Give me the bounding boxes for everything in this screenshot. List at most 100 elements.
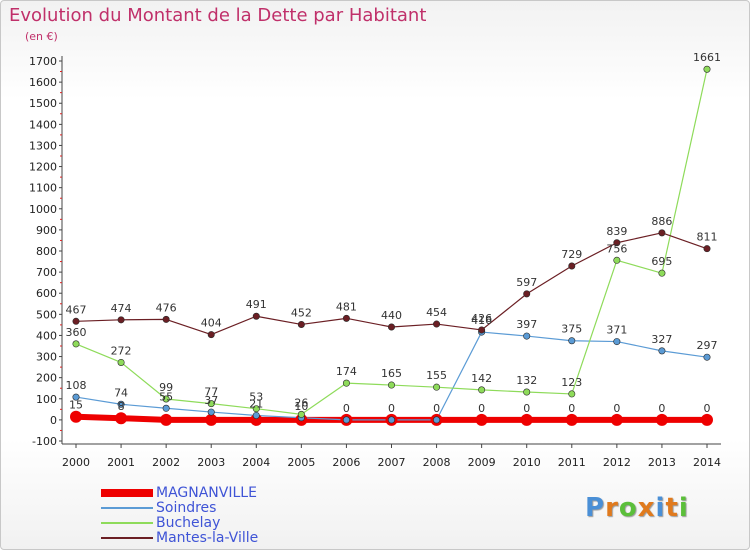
data-label: 108 xyxy=(66,379,87,392)
data-label: 21 xyxy=(249,397,263,410)
data-label: 476 xyxy=(156,301,177,314)
data-label: 0 xyxy=(433,402,440,415)
data-label: 174 xyxy=(336,365,357,378)
data-label: 53 xyxy=(249,391,263,404)
data-point xyxy=(568,337,576,345)
data-label: 0 xyxy=(658,402,665,415)
data-point xyxy=(655,413,668,426)
legend-swatch xyxy=(101,489,153,497)
data-point xyxy=(387,381,395,389)
y-tick-label: -100 xyxy=(32,435,57,448)
y-tick-label: 1200 xyxy=(29,161,57,174)
data-point xyxy=(610,413,623,426)
data-label: 0 xyxy=(523,402,530,415)
data-label: 416 xyxy=(471,314,492,327)
data-label: 0 xyxy=(343,402,350,415)
data-label: 397 xyxy=(516,318,537,331)
y-tick-label: 600 xyxy=(36,287,57,300)
x-tick-label: 2004 xyxy=(242,456,270,469)
data-label: 165 xyxy=(381,367,402,380)
x-tick-label: 2014 xyxy=(693,456,721,469)
y-tick-label: 300 xyxy=(36,351,57,364)
legend-label: Soindres xyxy=(156,500,217,516)
data-label: 360 xyxy=(66,326,87,339)
data-label: 142 xyxy=(471,372,492,385)
data-label: 10 xyxy=(294,400,308,413)
data-point xyxy=(115,412,128,425)
data-point xyxy=(207,331,215,339)
y-tick-label: 1600 xyxy=(29,76,57,89)
y-tick-label: 200 xyxy=(36,372,57,385)
data-point xyxy=(297,410,305,418)
data-labels: 15 8 0 0 0 0 0 0 108 74 55 37 21 10 0 0 0 416 397 375 371 327… xyxy=(66,51,722,415)
axes: -100010020030040050060070080090010001100… xyxy=(29,55,721,469)
data-point xyxy=(523,290,531,298)
data-label: 123 xyxy=(561,376,582,389)
data-label: 26 xyxy=(294,396,308,409)
data-label: 474 xyxy=(111,302,132,315)
data-label: 327 xyxy=(651,333,672,346)
data-label: 0 xyxy=(613,402,620,415)
data-label: 272 xyxy=(111,344,132,357)
data-point xyxy=(342,379,350,387)
data-point xyxy=(160,413,173,426)
y-tick-label: 0 xyxy=(50,414,57,427)
data-label: 375 xyxy=(561,323,582,336)
data-point xyxy=(207,400,215,408)
data-point xyxy=(613,239,621,247)
data-label: 0 xyxy=(704,402,711,415)
data-point xyxy=(658,269,666,277)
data-label: 1661 xyxy=(693,51,721,64)
data-label: 297 xyxy=(697,339,718,352)
data-point xyxy=(703,245,711,253)
legend-label: MAGNANVILLE xyxy=(156,485,257,501)
data-point xyxy=(70,410,82,423)
data-point xyxy=(162,404,170,412)
data-point xyxy=(433,320,441,328)
data-label: 839 xyxy=(606,225,627,238)
x-tick-label: 2001 xyxy=(107,456,135,469)
chart-title: Evolution du Montant de la Dette par Hab… xyxy=(9,5,427,26)
data-label: 0 xyxy=(568,402,575,415)
data-point xyxy=(387,323,395,331)
data-label: 0 xyxy=(478,402,485,415)
data-point xyxy=(117,316,125,324)
data-point xyxy=(297,320,305,328)
data-label: 597 xyxy=(516,276,537,289)
unit-label: (en €) xyxy=(25,30,58,43)
y-tick-label: 1700 xyxy=(29,55,57,68)
data-label: 426 xyxy=(471,312,492,325)
y-tick-label: 1400 xyxy=(29,118,57,131)
data-label: 99 xyxy=(159,381,173,394)
data-label: 491 xyxy=(246,298,267,311)
data-label: 756 xyxy=(606,242,627,255)
data-point xyxy=(207,408,215,416)
legend-label: Buchelay xyxy=(156,515,221,531)
x-tick-label: 2008 xyxy=(423,456,451,469)
data-point xyxy=(72,393,80,401)
legend-swatch xyxy=(101,537,153,539)
y-tick-label: 1300 xyxy=(29,139,57,152)
data-label: 77 xyxy=(204,386,218,399)
data-point xyxy=(703,65,711,73)
data-label: 15 xyxy=(69,399,83,412)
y-tick-label: 900 xyxy=(36,224,57,237)
y-tick-label: 800 xyxy=(36,245,57,258)
data-label: 8 xyxy=(118,400,125,413)
x-tick-label: 2012 xyxy=(603,456,631,469)
data-label: 729 xyxy=(561,248,582,261)
data-point xyxy=(252,405,260,413)
y-tick-label: 400 xyxy=(36,329,57,342)
x-tick-label: 2005 xyxy=(287,456,315,469)
data-point xyxy=(565,413,578,426)
data-point xyxy=(658,229,666,237)
data-point xyxy=(658,347,666,355)
data-point xyxy=(72,340,80,348)
data-point xyxy=(701,413,713,426)
legend-swatch xyxy=(101,507,153,509)
x-tick-label: 2000 xyxy=(62,456,90,469)
y-tick-label: 1000 xyxy=(29,203,57,216)
data-point xyxy=(162,395,170,403)
